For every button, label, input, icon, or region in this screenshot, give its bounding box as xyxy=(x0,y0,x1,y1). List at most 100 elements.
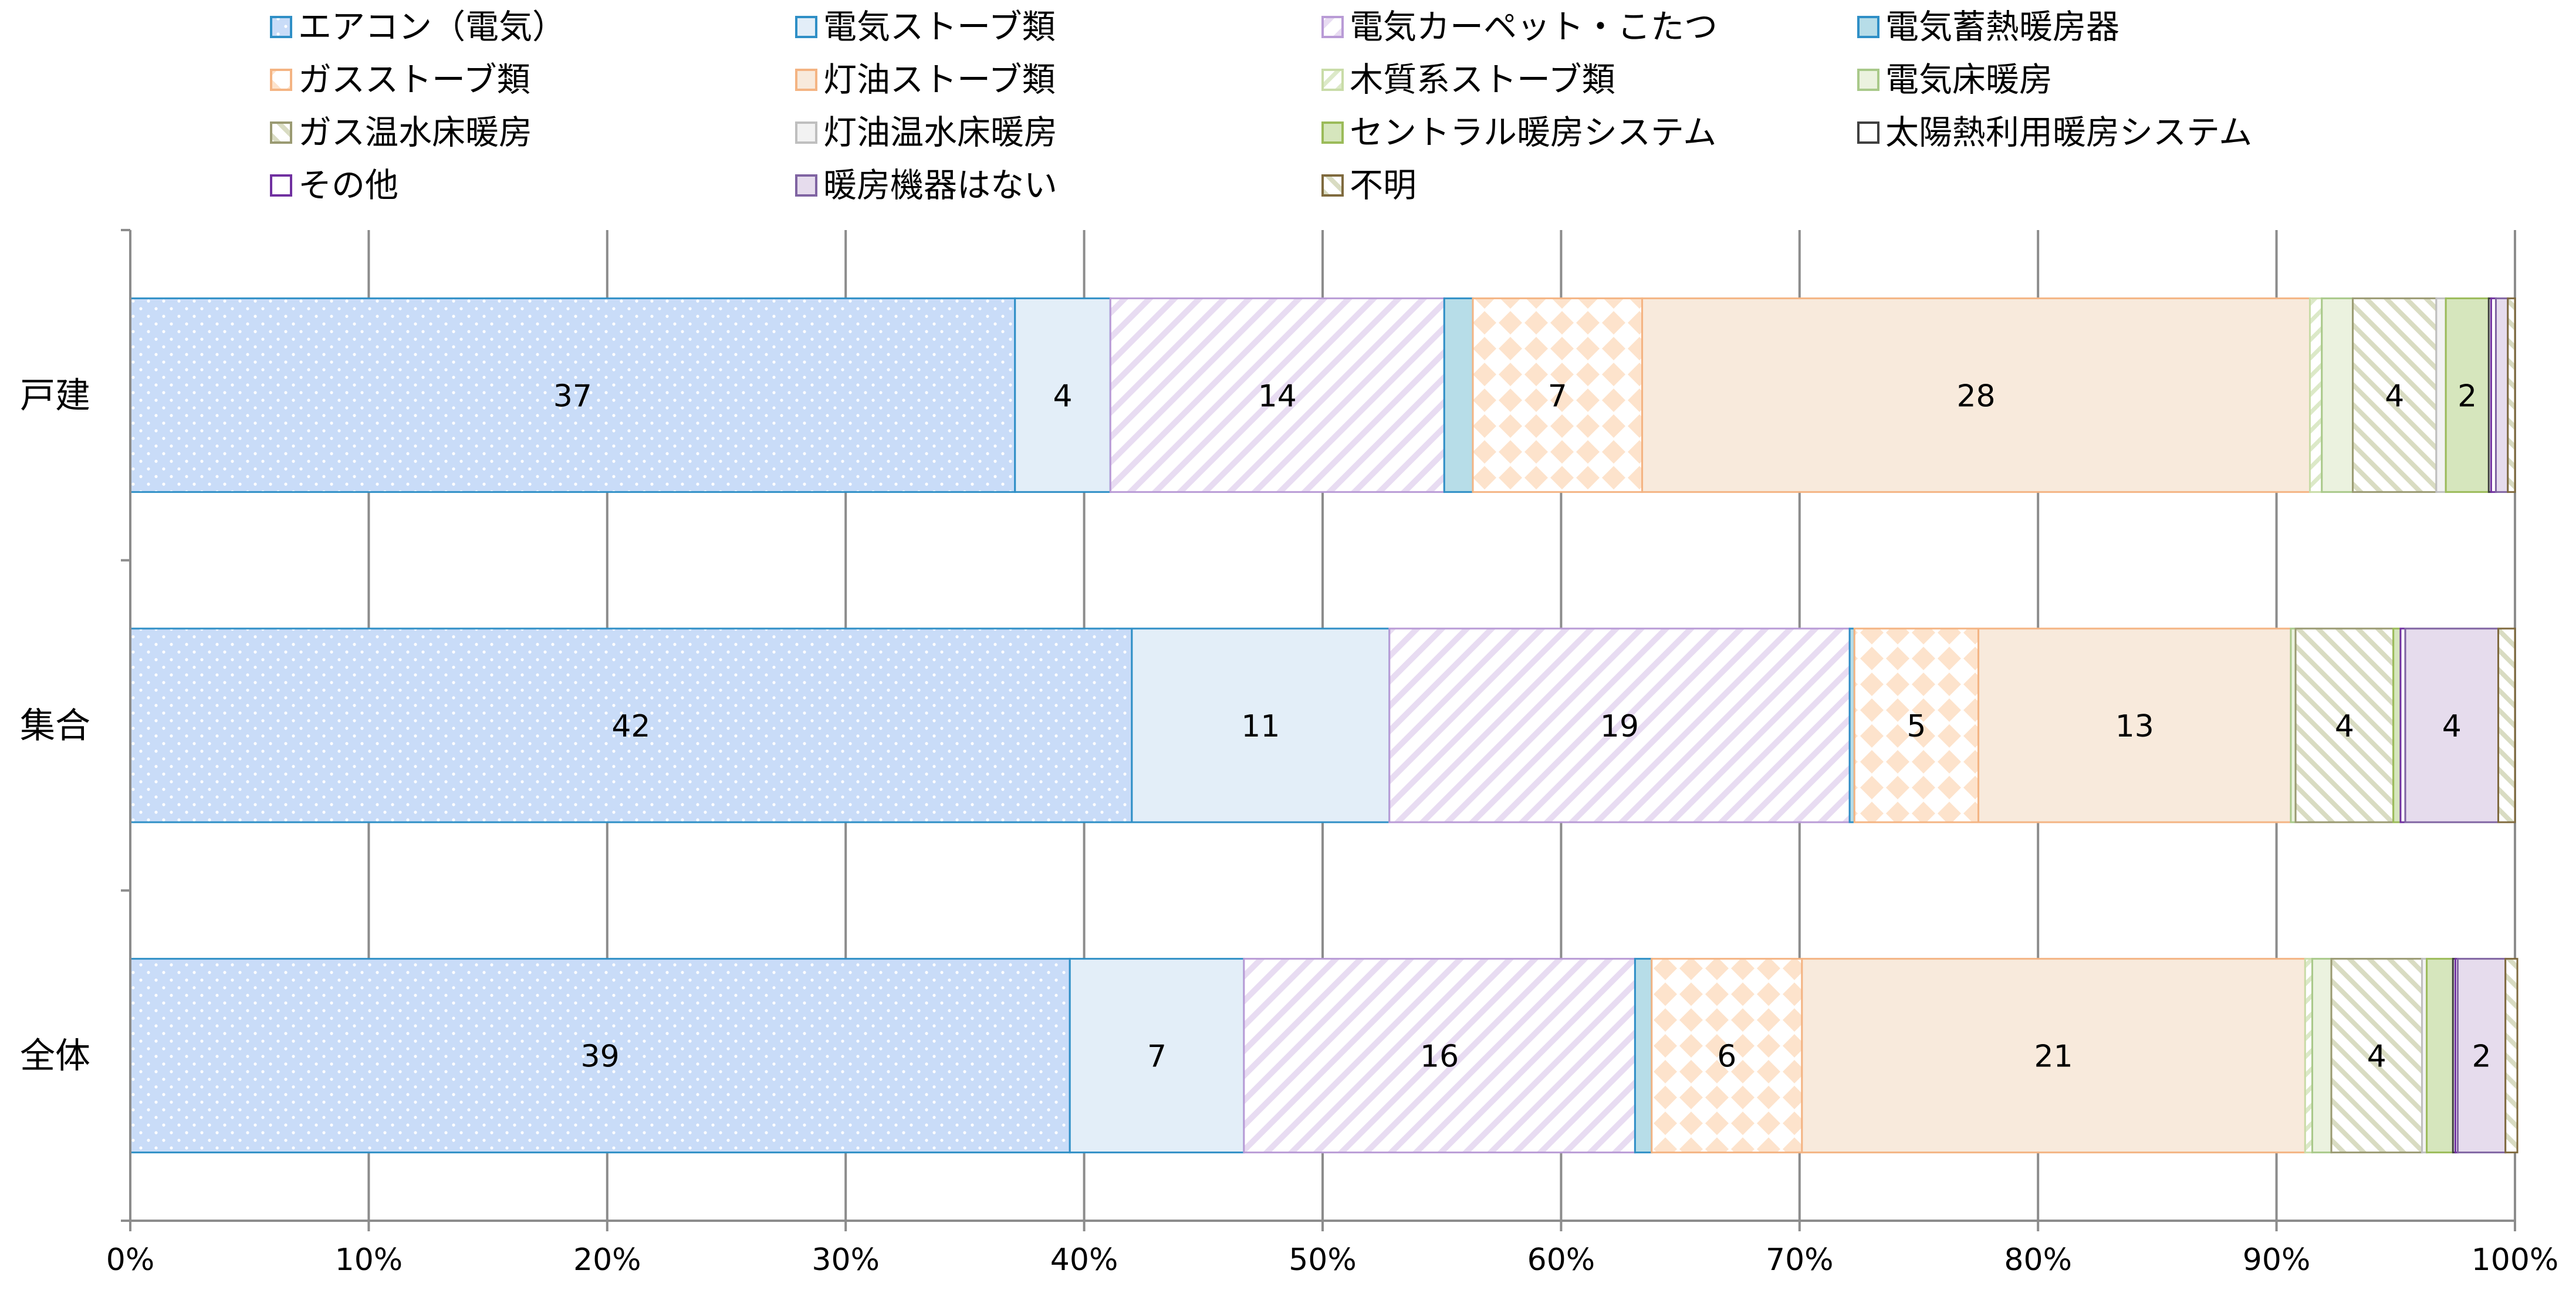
bar-segment xyxy=(1388,627,1851,823)
bar-segment xyxy=(129,297,1016,493)
data-label: 6 xyxy=(1717,1039,1736,1075)
legend-swatch xyxy=(1321,69,1344,91)
legend-label: 電気床暖房 xyxy=(1885,60,2053,99)
legend-item: 暖房機器はない xyxy=(795,166,1057,205)
legend-item: 不明 xyxy=(1321,166,1417,205)
legend-swatch xyxy=(795,121,817,144)
legend-label: 不明 xyxy=(1350,166,1417,205)
bar-group: 39 7 16 6 21 4 2 xyxy=(129,958,2518,1154)
bar-segment xyxy=(1243,958,1636,1154)
legend-label: その他 xyxy=(298,166,398,205)
legend-label: 電気蓄熱暖房器 xyxy=(1885,8,2119,46)
legend-item: 電気カーペット・こたつ xyxy=(1321,8,1718,46)
bar-segment xyxy=(1641,297,2311,493)
legend-label: セントラル暖房システム xyxy=(1350,113,1716,152)
bar-segment xyxy=(2426,958,2454,1154)
category-label: 戸建 xyxy=(20,375,90,416)
x-tick-label: 0% xyxy=(106,1242,155,1278)
data-label: 4 xyxy=(1053,379,1072,414)
legend-item: エアコン（電気） xyxy=(270,8,566,46)
legend-item: セントラル暖房システム xyxy=(1321,113,1716,152)
x-tick-label: 60% xyxy=(1527,1242,1595,1278)
data-label: 14 xyxy=(1258,379,1297,414)
bar-segment xyxy=(1853,627,1980,823)
legend-label: ガス温水床暖房 xyxy=(298,113,532,152)
category-label: 全体 xyxy=(20,1036,90,1077)
data-label: 4 xyxy=(2335,709,2354,744)
x-tick-label: 100% xyxy=(2472,1242,2559,1278)
legend-swatch xyxy=(270,69,292,91)
legend-item: 電気蓄熱暖房器 xyxy=(1857,8,2119,46)
legend-label: エアコン（電気） xyxy=(298,8,566,46)
bar-segment xyxy=(1634,958,1653,1154)
bar-segment xyxy=(2435,297,2447,493)
legend-item: 電気床暖房 xyxy=(1857,60,2053,99)
legend-item: 太陽熱利用暖房システム xyxy=(1857,113,2252,152)
legend-swatch xyxy=(795,69,817,91)
data-label: 4 xyxy=(2385,379,2404,414)
bar-segment xyxy=(2308,297,2323,493)
data-label: 28 xyxy=(1956,379,1995,414)
data-label: 19 xyxy=(1600,709,1639,744)
x-tick-label: 90% xyxy=(2243,1242,2311,1278)
bar-segment xyxy=(1069,958,1245,1154)
bar-segment xyxy=(2404,627,2500,823)
data-label: 2 xyxy=(2472,1039,2492,1075)
legend-swatch xyxy=(1857,121,1879,144)
x-tick-label: 20% xyxy=(573,1242,641,1278)
legend-swatch xyxy=(795,174,817,197)
data-label: 7 xyxy=(1548,379,1567,414)
data-label: 5 xyxy=(1906,709,1926,744)
data-label: 39 xyxy=(581,1039,620,1075)
x-tick-label: 70% xyxy=(1766,1242,1834,1278)
legend-swatch xyxy=(1857,69,1879,91)
bar-segment xyxy=(2392,627,2402,823)
bar-segment xyxy=(2507,297,2516,493)
legend-swatch xyxy=(270,121,292,144)
legend-item: 電気ストーブ類 xyxy=(795,8,1056,46)
legend-label: 電気カーペット・こたつ xyxy=(1350,8,1718,46)
bar-segment xyxy=(1014,297,1111,493)
bar-segment xyxy=(129,627,1133,823)
legend-item: その他 xyxy=(270,166,398,205)
bar-group: 42 11 19 5 13 4 4 xyxy=(129,627,2516,823)
bar-segment xyxy=(1472,297,1644,493)
x-tick-label: 50% xyxy=(1289,1242,1357,1278)
legend-item: ガスストーブ類 xyxy=(270,60,530,99)
bar-segment xyxy=(2330,958,2423,1154)
bar-segment xyxy=(2445,297,2490,493)
bar-segment xyxy=(1977,627,2292,823)
bar-segment xyxy=(1801,958,2306,1154)
x-tick-label: 10% xyxy=(335,1242,403,1278)
data-label: 13 xyxy=(2115,709,2154,744)
legend-label: 灯油温水床暖房 xyxy=(823,113,1057,152)
legend-label: 電気ストーブ類 xyxy=(823,8,1056,46)
x-tick-label: 40% xyxy=(1050,1242,1118,1278)
legend-item: ガス温水床暖房 xyxy=(270,113,532,152)
legend-swatch xyxy=(1857,16,1879,38)
bar-segment xyxy=(2497,627,2516,823)
data-label: 4 xyxy=(2442,709,2462,744)
legend-swatch xyxy=(795,16,817,38)
data-label: 7 xyxy=(1147,1039,1167,1075)
bar-segment xyxy=(2304,958,2314,1154)
bar-segment xyxy=(2321,297,2354,493)
bar-segment xyxy=(2494,297,2509,493)
x-tick-label: 80% xyxy=(2004,1242,2072,1278)
legend-item: 灯油ストーブ類 xyxy=(795,60,1056,99)
bar-segment xyxy=(1651,958,1803,1154)
legend-swatch xyxy=(1321,121,1344,144)
bar-segment xyxy=(2504,958,2518,1154)
legend-label: 木質系ストーブ類 xyxy=(1350,60,1615,99)
bar-groups: 37 4 14 7 28 4 242 11 19 5 13 4 439 7 16 6 21 4 2 xyxy=(129,297,2518,1154)
bar-segment xyxy=(1443,297,1474,493)
legend-label: ガスストーブ類 xyxy=(298,60,530,99)
legend-swatch xyxy=(270,174,292,197)
bar-segment xyxy=(2294,627,2395,823)
category-label: 集合 xyxy=(20,705,90,747)
legend-swatch xyxy=(1321,174,1344,197)
legend-label: 暖房機器はない xyxy=(823,166,1057,205)
data-label: 42 xyxy=(611,709,650,744)
legend-swatch xyxy=(1321,16,1344,38)
